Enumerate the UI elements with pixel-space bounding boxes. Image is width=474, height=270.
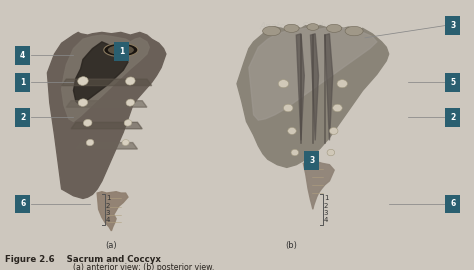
FancyBboxPatch shape [445,108,460,127]
Ellipse shape [263,26,281,36]
Ellipse shape [278,80,289,88]
Polygon shape [76,143,137,149]
Ellipse shape [327,24,342,32]
Text: 3: 3 [450,21,456,30]
Text: 1: 1 [324,195,328,201]
Ellipse shape [307,23,319,30]
Ellipse shape [327,149,335,156]
Text: 5: 5 [450,78,455,87]
Text: 2: 2 [20,113,26,122]
FancyBboxPatch shape [15,46,30,65]
FancyBboxPatch shape [304,151,319,170]
Ellipse shape [108,45,134,55]
Ellipse shape [83,119,92,126]
Ellipse shape [104,43,138,57]
FancyBboxPatch shape [15,194,30,213]
Polygon shape [237,26,389,167]
Ellipse shape [333,104,342,112]
Ellipse shape [283,104,293,112]
Text: Anatomy Study: Anatomy Study [259,22,328,31]
Ellipse shape [345,26,363,36]
FancyBboxPatch shape [114,42,129,60]
Text: Figure 2.6    Sacrum and Coccyx: Figure 2.6 Sacrum and Coccyx [5,255,161,264]
Ellipse shape [124,120,132,126]
Ellipse shape [329,127,338,134]
FancyBboxPatch shape [445,16,460,35]
FancyBboxPatch shape [15,73,30,92]
Ellipse shape [122,140,129,146]
Polygon shape [47,32,166,198]
Text: 3: 3 [324,210,328,216]
Polygon shape [73,42,128,105]
Ellipse shape [126,99,135,106]
Text: (b): (b) [285,241,298,250]
Text: 1: 1 [106,195,110,201]
Ellipse shape [78,77,88,85]
Polygon shape [97,192,128,231]
Text: 3: 3 [106,210,110,216]
Text: 1: 1 [119,47,125,56]
Polygon shape [71,122,142,129]
Ellipse shape [291,149,299,156]
Polygon shape [310,34,319,140]
FancyBboxPatch shape [445,194,460,213]
Text: 4: 4 [106,217,110,223]
Ellipse shape [86,139,94,146]
Text: 2: 2 [450,113,456,122]
Ellipse shape [78,99,88,106]
Ellipse shape [337,80,347,88]
Polygon shape [62,79,152,86]
Text: 1: 1 [20,78,26,87]
Polygon shape [325,34,333,140]
Text: (a): (a) [106,241,117,250]
FancyBboxPatch shape [15,108,30,127]
Polygon shape [303,162,334,209]
Text: 4: 4 [324,217,328,223]
Text: 2: 2 [106,203,110,209]
Text: 2: 2 [324,203,328,209]
Ellipse shape [284,24,299,32]
Text: 3: 3 [309,156,315,165]
Text: (a) anterior view; (b) posterior view.: (a) anterior view; (b) posterior view. [73,263,215,270]
Text: 6: 6 [450,199,456,208]
Polygon shape [296,34,304,140]
Polygon shape [249,28,377,120]
Text: 4: 4 [20,51,26,60]
Text: 6: 6 [20,199,26,208]
FancyBboxPatch shape [445,73,460,92]
Polygon shape [66,101,147,107]
Ellipse shape [126,77,135,85]
Ellipse shape [288,127,296,134]
Polygon shape [62,35,149,122]
